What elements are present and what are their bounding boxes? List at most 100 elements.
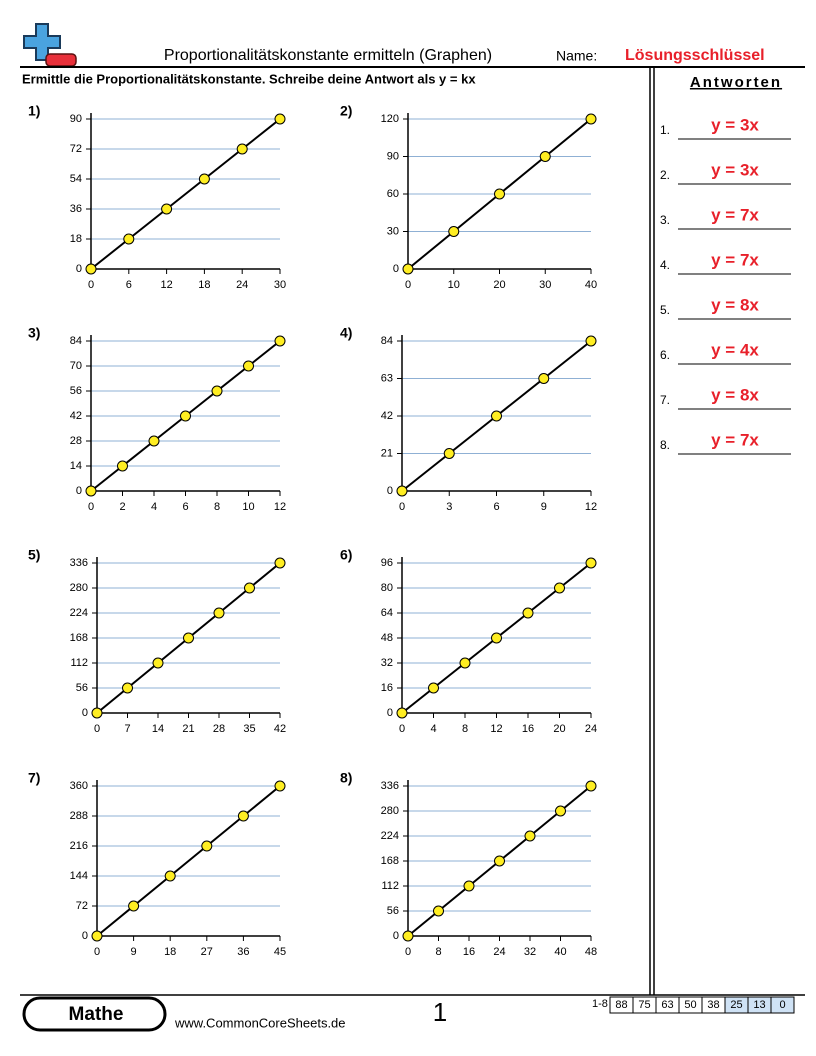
score: 38 xyxy=(707,999,719,1011)
y-tick-label: 0 xyxy=(387,485,393,497)
data-point xyxy=(91,707,103,719)
y-tick-label: 0 xyxy=(76,485,82,497)
x-tick-label: 24 xyxy=(585,723,597,735)
y-tick-label: 56 xyxy=(387,905,399,917)
y-tick-label: 280 xyxy=(381,805,399,817)
y-tick-label: 84 xyxy=(381,335,393,347)
answers-title: Antworten xyxy=(690,74,782,91)
y-tick-label: 60 xyxy=(387,188,399,200)
title: Proportionalitätskonstante ermitteln (Gr… xyxy=(164,47,492,64)
problem-number: 7) xyxy=(28,770,40,786)
y-tick-label: 42 xyxy=(70,410,82,422)
data-point xyxy=(428,682,439,694)
x-tick-label: 45 xyxy=(274,946,286,958)
x-tick-label: 28 xyxy=(213,723,225,735)
data-point xyxy=(554,582,565,594)
x-tick-label: 0 xyxy=(88,501,94,513)
data-point xyxy=(585,113,597,125)
x-tick-label: 40 xyxy=(585,279,597,291)
data-point xyxy=(585,557,597,569)
data-point xyxy=(585,780,597,792)
score: 75 xyxy=(638,999,650,1011)
data-point xyxy=(164,870,176,882)
name-value: Lösungsschlüssel xyxy=(625,47,765,64)
answer: y = 3x xyxy=(711,115,759,134)
y-tick-label: 336 xyxy=(381,780,399,792)
data-point xyxy=(274,335,286,347)
y-tick-label: 144 xyxy=(70,870,88,882)
data-point xyxy=(236,143,248,155)
x-tick-label: 0 xyxy=(94,946,100,958)
x-tick-label: 0 xyxy=(94,723,100,735)
y-tick-label: 72 xyxy=(70,143,82,155)
y-tick-label: 280 xyxy=(70,582,88,594)
x-tick-label: 4 xyxy=(430,723,436,735)
y-tick-label: 72 xyxy=(76,900,88,912)
y-tick-label: 18 xyxy=(70,233,82,245)
data-line xyxy=(90,118,281,270)
answer-number: 2. xyxy=(660,168,670,182)
problem-number: 5) xyxy=(28,547,40,563)
x-tick-label: 6 xyxy=(182,501,188,513)
data-point xyxy=(237,810,249,822)
y-tick-label: 54 xyxy=(70,173,82,185)
data-point xyxy=(244,582,255,594)
data-point xyxy=(123,233,135,245)
x-tick-label: 0 xyxy=(405,946,411,958)
instructions: Ermittle die Proportionalitätskonstante.… xyxy=(22,71,476,86)
data-point xyxy=(183,632,194,644)
problem-number: 2) xyxy=(340,103,352,119)
x-tick-label: 21 xyxy=(182,723,194,735)
data-point xyxy=(459,657,471,669)
x-tick-label: 35 xyxy=(243,723,255,735)
data-point xyxy=(494,188,505,200)
y-tick-label: 0 xyxy=(393,930,399,942)
data-point xyxy=(396,485,408,497)
data-point xyxy=(443,448,455,459)
x-tick-label: 24 xyxy=(236,279,248,291)
answer: y = 7x xyxy=(711,205,759,224)
problem-number: 3) xyxy=(28,325,40,341)
y-tick-label: 112 xyxy=(70,657,88,669)
x-tick-label: 20 xyxy=(553,723,565,735)
url: www.CommonCoreSheets.de xyxy=(174,1015,346,1030)
data-line xyxy=(96,785,281,937)
x-tick-label: 0 xyxy=(399,723,405,735)
data-point xyxy=(491,632,502,644)
x-tick-label: 20 xyxy=(493,279,505,291)
answer: y = 3x xyxy=(711,160,759,179)
data-point xyxy=(402,930,414,942)
y-tick-label: 0 xyxy=(387,707,393,719)
x-tick-label: 8 xyxy=(435,946,441,958)
problem-number: 1) xyxy=(28,103,40,119)
x-tick-label: 27 xyxy=(201,946,213,958)
y-tick-label: 16 xyxy=(381,682,393,694)
y-tick-label: 168 xyxy=(70,632,88,644)
brand-box xyxy=(22,996,167,1032)
y-tick-label: 96 xyxy=(381,557,393,569)
y-tick-label: 0 xyxy=(76,263,82,275)
y-tick-label: 216 xyxy=(70,840,88,852)
score-label: 1-8 xyxy=(592,998,608,1010)
x-tick-label: 16 xyxy=(463,946,475,958)
x-tick-label: 0 xyxy=(399,501,405,513)
name-label: Name: xyxy=(556,48,597,64)
data-point xyxy=(524,830,536,842)
y-tick-label: 0 xyxy=(82,930,88,942)
y-tick-label: 64 xyxy=(381,607,393,619)
answer-number: 8. xyxy=(660,438,670,452)
logo xyxy=(23,23,77,67)
data-point xyxy=(91,930,103,942)
data-point xyxy=(555,805,566,817)
x-tick-label: 8 xyxy=(214,501,220,513)
problem-number: 4) xyxy=(340,325,352,341)
y-tick-label: 80 xyxy=(381,582,393,594)
y-tick-label: 90 xyxy=(387,150,399,162)
score-cell xyxy=(770,996,795,1014)
x-tick-label: 9 xyxy=(131,946,137,958)
data-point xyxy=(213,607,225,619)
y-tick-label: 0 xyxy=(82,707,88,719)
data-point xyxy=(85,263,97,275)
y-tick-label: 112 xyxy=(381,880,399,892)
